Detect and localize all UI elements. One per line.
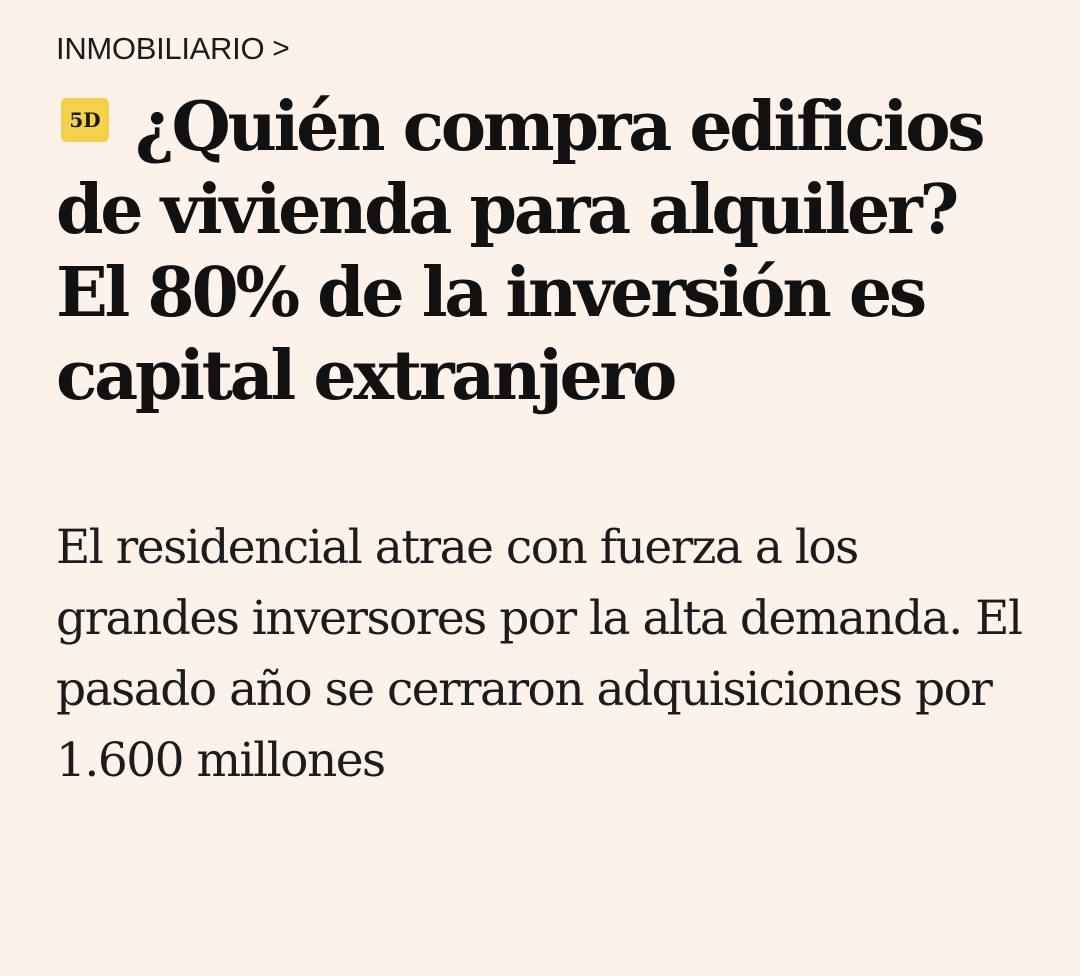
- five-days-badge-icon: 5D: [61, 98, 109, 142]
- headline-text: ¿Quién compra edificios de vivienda para…: [56, 87, 986, 416]
- article-headline[interactable]: 5D ¿Quién compra edificios de vivienda pa…: [56, 86, 1046, 418]
- chevron-right-icon: >: [272, 32, 290, 65]
- section-label: INMOBILIARIO: [56, 31, 265, 66]
- article-header: INMOBILIARIO > 5D ¿Quién compra edificios…: [56, 26, 1046, 796]
- article-subtitle: El residencial atrae con fuerza a los gr…: [56, 520, 1023, 788]
- section-breadcrumb-link[interactable]: INMOBILIARIO >: [56, 26, 290, 72]
